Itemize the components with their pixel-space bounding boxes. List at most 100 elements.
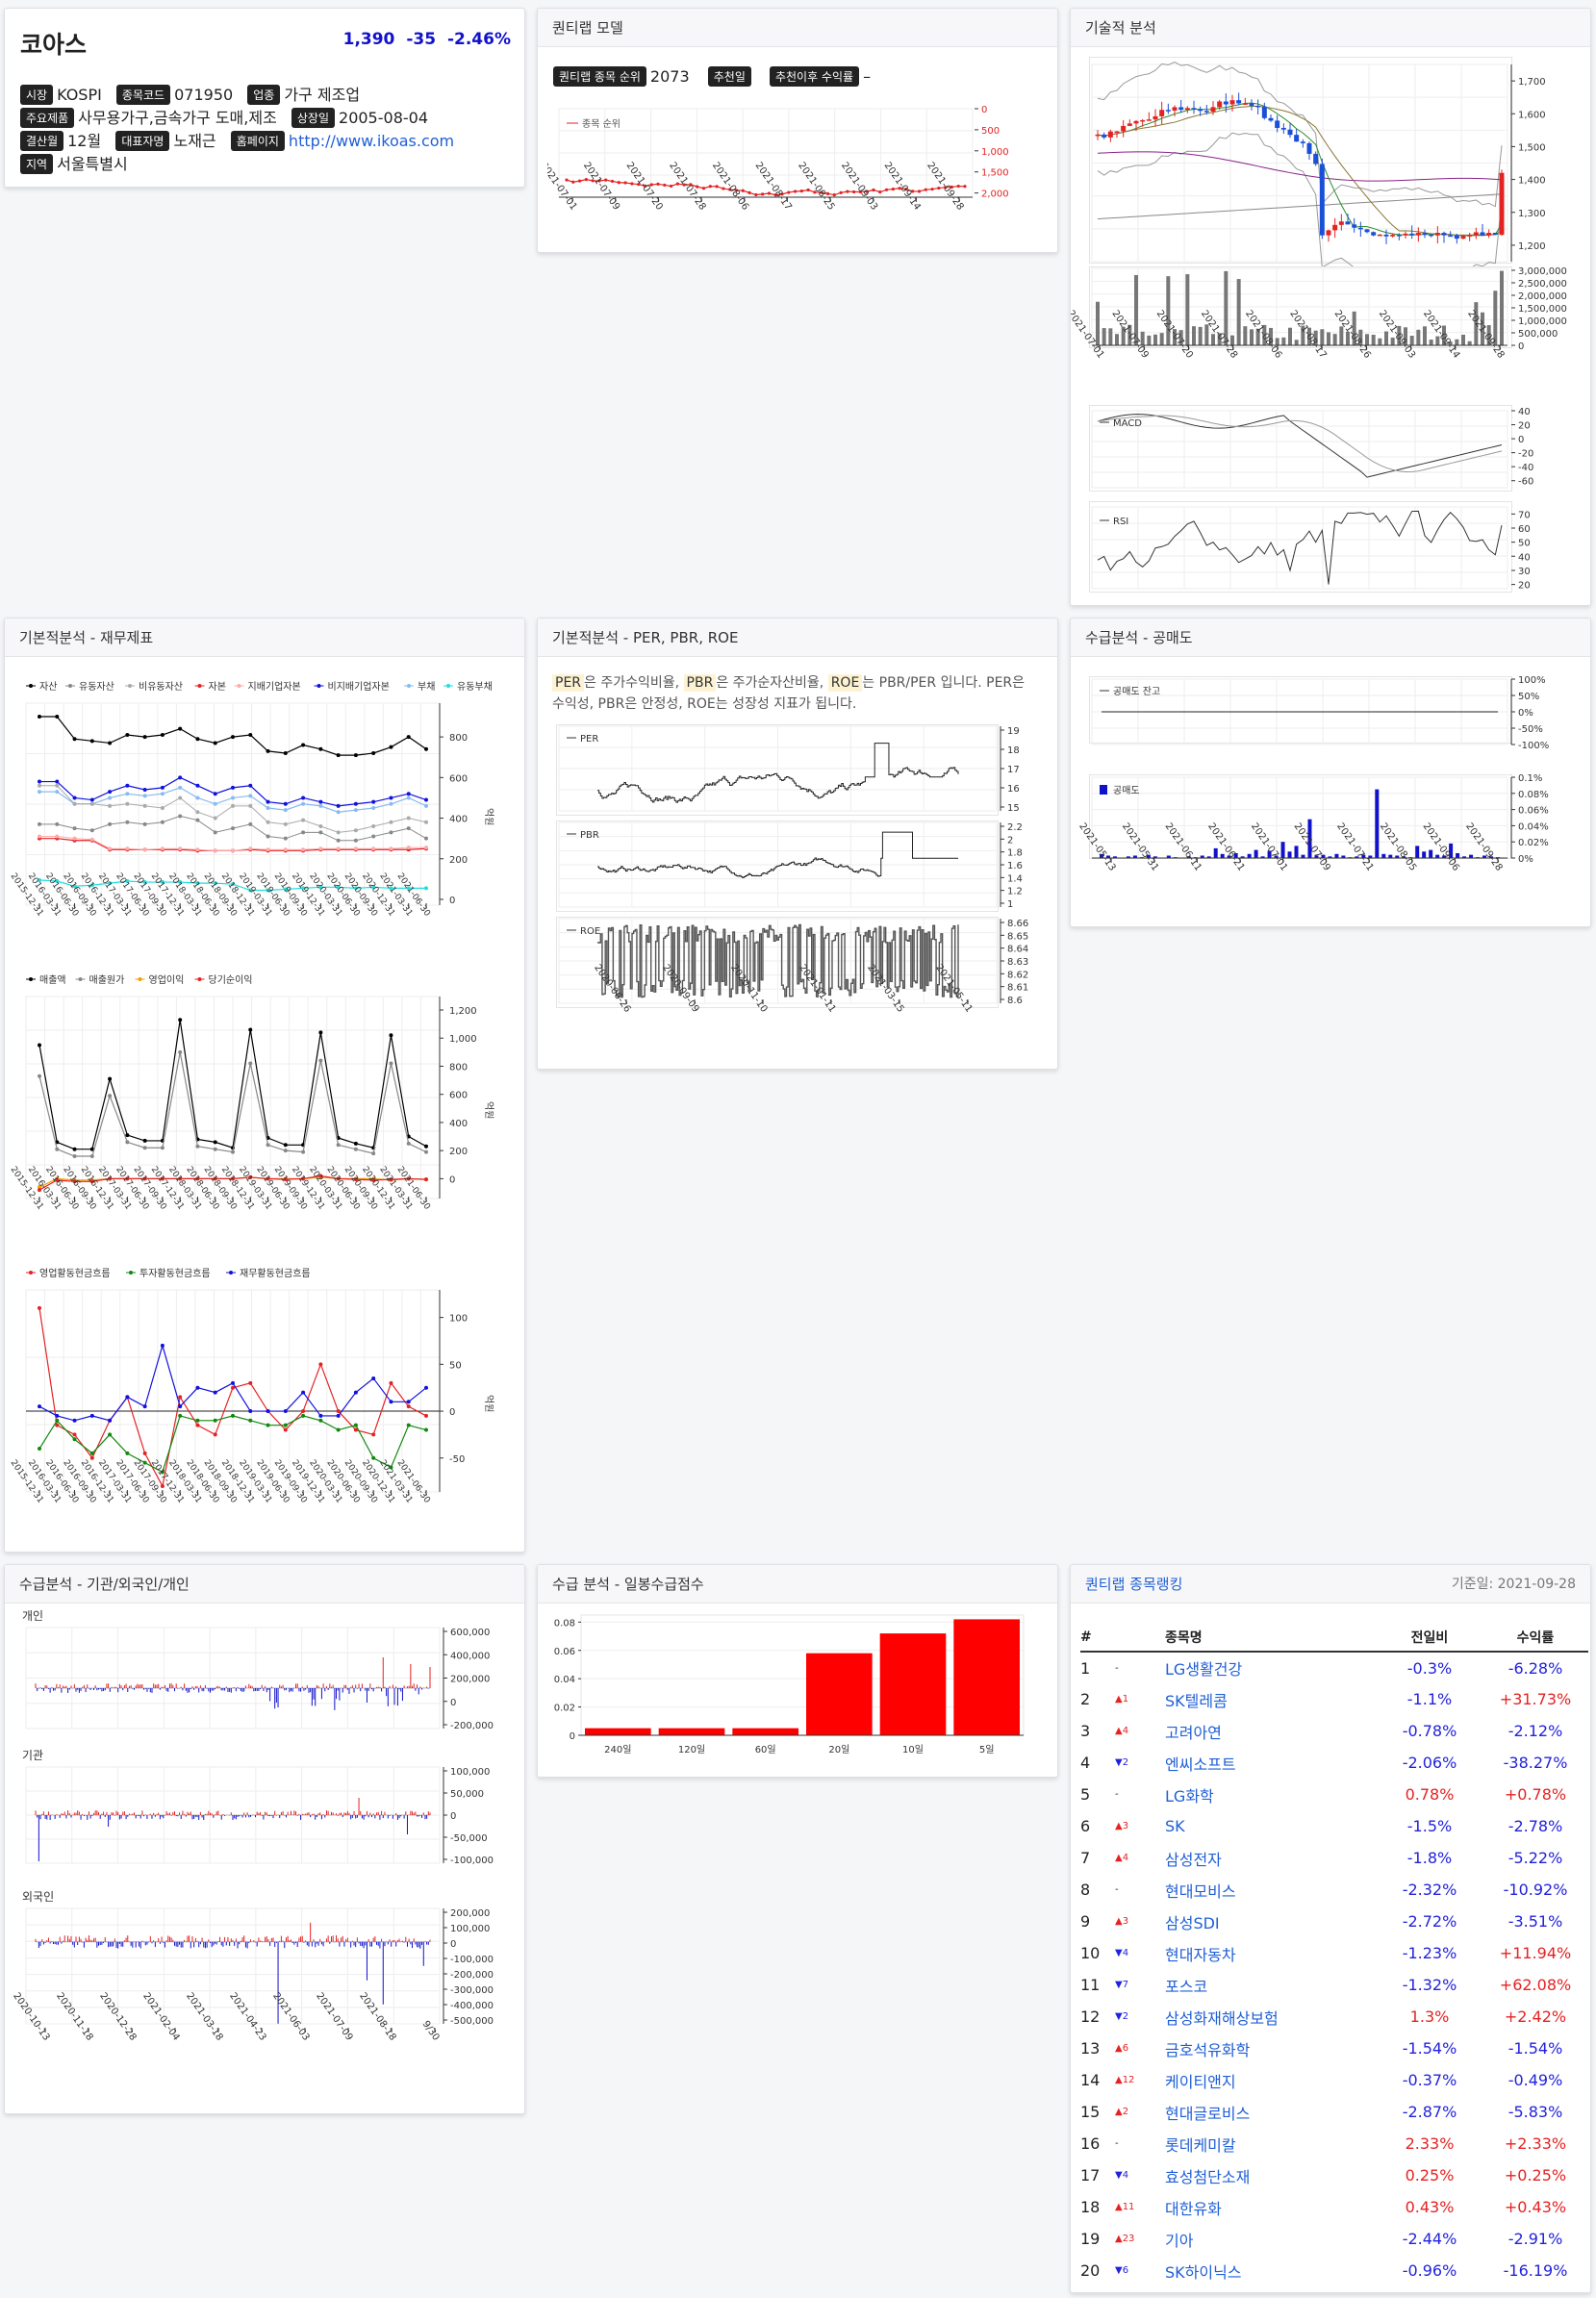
stock-name-link[interactable]: 금호석유화학 xyxy=(1165,2040,1251,2059)
stock-name-link[interactable]: 기아 xyxy=(1165,2231,1194,2250)
income-series-point xyxy=(38,1185,41,1190)
volume-bar xyxy=(1108,328,1113,345)
stock-name-link[interactable]: 고려아연 xyxy=(1165,1723,1222,1742)
homepage-link[interactable]: http://www.ikoas.com xyxy=(288,132,455,150)
candle-body xyxy=(1434,233,1440,236)
balance-series-point xyxy=(406,826,411,831)
balance-series-point xyxy=(213,848,217,853)
candle-body xyxy=(1319,164,1325,236)
balance-unit: 억원 xyxy=(483,808,494,825)
balance-series-point xyxy=(283,801,288,806)
return-value: +11.94% xyxy=(1499,1944,1572,1962)
ranking-row[interactable]: 7 ▲4 삼성전자 -1.8% -5.22% xyxy=(1080,1842,1588,1874)
rank-point xyxy=(787,190,791,194)
ranking-row[interactable]: 5 - LG화학 0.78% +0.78% xyxy=(1080,1779,1588,1810)
short-volume-bar xyxy=(1361,854,1366,858)
balance-series-point xyxy=(178,814,183,819)
stock-name-link[interactable]: LG화학 xyxy=(1165,1786,1214,1806)
balance-series-point xyxy=(89,797,94,802)
cashflow-series-point xyxy=(424,1385,428,1390)
rank-number: 17 xyxy=(1080,2166,1101,2184)
stock-name-link[interactable]: 롯데케미칼 xyxy=(1165,2135,1236,2155)
income-series-point xyxy=(38,1073,41,1078)
ranking-row[interactable]: 8 - 현대모비스 -2.32% -10.92% xyxy=(1080,1874,1588,1906)
balance-series-point xyxy=(125,820,130,824)
rank-point xyxy=(956,184,960,189)
cashflow-series-point xyxy=(301,1413,306,1418)
volume-bar xyxy=(1500,270,1504,345)
balance-series-point xyxy=(55,779,60,784)
return-value: -5.22% xyxy=(1507,1849,1563,1867)
ranking-row[interactable]: 14 ▲12 케이티앤지 -0.37% -0.49% xyxy=(1080,2064,1588,2096)
balance-series-point xyxy=(142,880,147,885)
ranking-row[interactable]: 2 ▲1 SK텔레콤 -1.1% +31.73% xyxy=(1080,1683,1588,1715)
rank-point xyxy=(656,182,660,186)
val-y-2-tick-label: 8.65 xyxy=(1007,931,1028,942)
day-change: -2.44% xyxy=(1402,2230,1457,2248)
return-value: -0.49% xyxy=(1507,2071,1563,2089)
balance-series-point xyxy=(301,830,306,835)
stock-name-link[interactable]: SK텔레콤 xyxy=(1165,1691,1228,1710)
candle-body xyxy=(1499,172,1505,236)
ranking-row[interactable]: 19 ▲23 기아 -2.44% -2.91% xyxy=(1080,2223,1588,2255)
volume-bar xyxy=(1230,335,1234,345)
flow-card: 수급분석 - 기관/외국인/개인 개인 600,000 400,000 200,000… xyxy=(4,1564,525,2114)
ranking-row[interactable]: 12 ▼2 삼성화재해상보험 1.3% +2.42% xyxy=(1080,2001,1588,2033)
ranking-row[interactable]: 18 ▲11 대한유화 0.43% +0.43% xyxy=(1080,2191,1588,2223)
ranking-row[interactable]: 16 - 롯데케미칼 2.33% +2.33% xyxy=(1080,2128,1588,2159)
short-volume-bar xyxy=(1307,819,1312,858)
macd-y-tick-label: 40 xyxy=(1518,407,1531,417)
ranking-row[interactable]: 11 ▼7 포스코 -1.32% +62.08% xyxy=(1080,1969,1588,2001)
return-value: -10.92% xyxy=(1503,1881,1568,1899)
stock-name-link[interactable]: SK xyxy=(1165,1817,1185,1835)
stock-name-link[interactable]: 현대글로비스 xyxy=(1165,2104,1251,2123)
stock-name-link[interactable]: 삼성전자 xyxy=(1165,1850,1222,1869)
fiscal-value: 12월 xyxy=(67,132,102,150)
ranking-row[interactable]: 1 - LG생활건강 -0.3% -6.28% xyxy=(1080,1652,1588,1683)
tech-title: 기술적 분석 xyxy=(1071,9,1590,47)
short-volume-bar xyxy=(1220,853,1225,858)
rank-point xyxy=(898,187,901,190)
stock-name-link[interactable]: 포스코 xyxy=(1165,1977,1208,1996)
ranking-row[interactable]: 13 ▲6 금호석유화학 -1.54% -1.54% xyxy=(1080,2033,1588,2064)
ranking-row[interactable]: 20 ▼6 SK하이닉스 -0.96% -16.19% xyxy=(1080,2255,1588,2286)
ranking-row[interactable]: 10 ▼4 현대자동차 -1.23% +11.94% xyxy=(1080,1937,1588,1969)
stock-name-link[interactable]: LG생활건강 xyxy=(1165,1660,1243,1679)
stock-name-link[interactable]: 엔씨소프트 xyxy=(1165,1755,1236,1774)
candle-body xyxy=(1383,234,1389,237)
return-value: -6.28% xyxy=(1507,1658,1563,1678)
vol-y-tick-label: 0 xyxy=(1518,341,1524,352)
market-tag: 시장 xyxy=(20,85,54,105)
volume-bar xyxy=(1378,338,1382,345)
stock-name-link[interactable]: 현대모비스 xyxy=(1165,1881,1236,1901)
short-xtick-label: 2021-06-11 xyxy=(1163,821,1203,873)
val-legend-label: ROE xyxy=(580,926,600,937)
products-value: 사무용가구,금속가구 도매,제조 xyxy=(78,109,277,127)
short-volume-bar xyxy=(1112,856,1117,858)
income-series-point xyxy=(213,1147,217,1151)
roe-term: ROE xyxy=(827,674,863,692)
stock-name-link[interactable]: 효성첨단소재 xyxy=(1165,2167,1251,2186)
ranking-row[interactable]: 17 ▼4 효성첨단소재 0.25% +0.25% xyxy=(1080,2159,1588,2191)
ranking-row[interactable]: 15 ▲2 현대글로비스 -2.87% -5.83% xyxy=(1080,2096,1588,2128)
ranking-row[interactable]: 4 ▼2 엔씨소프트 -2.06% -38.27% xyxy=(1080,1747,1588,1779)
bollinger-upper xyxy=(1097,61,1503,208)
flow-xtick-label: 2021-03-18 xyxy=(184,1991,224,2043)
volume-bar xyxy=(1448,341,1453,345)
income-series-point xyxy=(142,1146,147,1150)
income-series-point xyxy=(301,1149,306,1154)
ranking-row[interactable]: 9 ▲3 삼성SDI -2.72% -3.51% xyxy=(1080,1906,1588,1937)
ranking-row[interactable]: 6 ▲3 SK -1.5% -2.78% xyxy=(1080,1810,1588,1842)
stock-name-link[interactable]: 삼성SDI xyxy=(1165,1913,1220,1932)
stock-name-link[interactable]: 삼성화재해상보험 xyxy=(1165,2008,1279,2028)
volume-bar xyxy=(1339,326,1344,345)
stock-name-link[interactable]: 대한유화 xyxy=(1165,2199,1222,2218)
price-y-tick-label: 1,600 xyxy=(1518,110,1546,120)
stock-name-link[interactable]: 현대자동차 xyxy=(1165,1945,1236,1964)
ranking-row[interactable]: 3 ▲4 고려아연 -0.78% -2.12% xyxy=(1080,1715,1588,1747)
stock-name-link[interactable]: SK하이닉스 xyxy=(1165,2262,1242,2282)
short-legend-swatch xyxy=(1100,785,1107,795)
income-series-point xyxy=(406,1176,411,1181)
stock-name-link[interactable]: 케이티앤지 xyxy=(1165,2072,1236,2091)
balance-series-point xyxy=(283,751,288,755)
